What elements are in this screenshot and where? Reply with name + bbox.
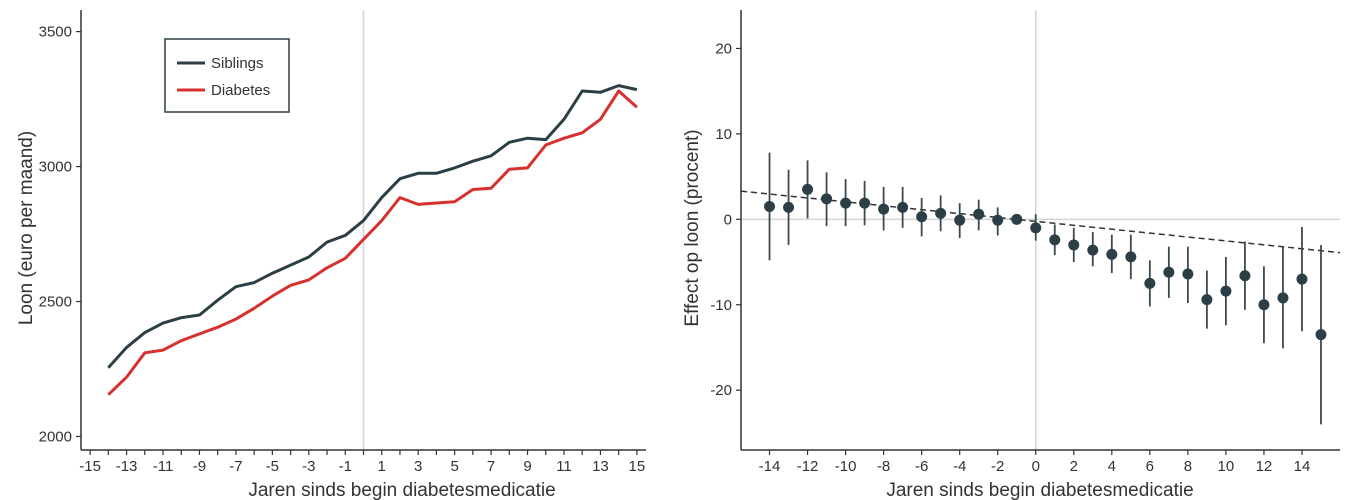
x-tick-label: -13 <box>116 458 138 475</box>
x-axis-ticks: -14 -12 -10 -8 -6 -4 -2 0 2 4 6 8 10 12 14 <box>759 450 1311 475</box>
y-tick-label: 0 <box>724 211 732 228</box>
series-line-diabetes <box>107 89 638 396</box>
x-tick-label: 4 <box>1108 458 1116 475</box>
x-tick-label: -10 <box>835 458 857 475</box>
point-estimate <box>1315 329 1327 341</box>
x-axis-ticks: -15 -13 -11 -9 -7 -5 -3 -1 1 3 5 7 9 11 13 15 <box>79 450 645 475</box>
x-tick-label: -5 <box>266 458 279 475</box>
point-estimate <box>1277 292 1289 304</box>
y-tick-label: 3500 <box>39 24 72 41</box>
point-estimate <box>935 207 947 219</box>
y-tick-label: 10 <box>715 126 732 143</box>
point-estimate <box>1087 244 1099 256</box>
point-estimate <box>1239 270 1251 282</box>
y-tick-label: 2000 <box>39 429 72 446</box>
point-estimate <box>1163 266 1175 278</box>
point-estimate <box>859 197 871 209</box>
point-estimate <box>878 203 890 215</box>
legend: Siblings Diabetes <box>164 38 290 113</box>
point-estimate <box>840 197 852 209</box>
point-estimate <box>992 214 1004 226</box>
y-tick-label: 2500 <box>39 294 72 311</box>
x-axis-label: Jaren sinds begin diabetesmedicatie <box>248 480 555 500</box>
y-tick-label: 3000 <box>39 159 72 176</box>
x-tick-label: 9 <box>523 458 531 475</box>
point-estimate <box>1144 277 1156 289</box>
x-tick-label: -2 <box>991 458 1004 475</box>
x-tick-label: 1 <box>378 458 386 475</box>
point-estimate <box>764 201 776 213</box>
series-line-siblings <box>107 84 638 369</box>
x-axis-label: Jaren sinds begin diabetesmedicatie <box>886 480 1193 500</box>
point-estimate <box>1011 213 1023 225</box>
y-axis-label: Loon (euro per maand) <box>16 131 37 325</box>
point-estimate <box>1068 239 1080 251</box>
point-estimates-group <box>764 152 1327 425</box>
x-tick-label: 11 <box>556 458 572 475</box>
point-estimate <box>783 201 795 213</box>
point-estimate <box>1201 294 1213 306</box>
legend-box <box>164 38 290 113</box>
point-estimate <box>1220 285 1232 297</box>
x-tick-label: -9 <box>193 458 206 475</box>
x-tick-label: -3 <box>302 458 315 475</box>
point-estimate <box>1106 248 1118 260</box>
point-estimate <box>916 211 928 223</box>
x-tick-label: 5 <box>450 458 458 475</box>
x-tick-label: -11 <box>153 458 174 475</box>
x-tick-label: 2 <box>1070 458 1078 475</box>
y-tick-label: -20 <box>710 382 732 399</box>
x-tick-label: -1 <box>339 458 352 475</box>
legend-label-siblings: Siblings <box>211 55 264 72</box>
x-tick-label: 14 <box>1294 458 1311 475</box>
y-axis-ticks: 2000 2500 3000 3500 <box>39 24 81 446</box>
x-tick-label: 10 <box>1218 458 1235 475</box>
x-tick-label: -4 <box>953 458 966 475</box>
x-tick-label: 7 <box>487 458 495 475</box>
x-tick-label: -7 <box>229 458 242 475</box>
x-tick-label: 12 <box>1256 458 1273 475</box>
line-series-group <box>107 84 638 396</box>
legend-label-diabetes: Diabetes <box>211 82 270 99</box>
point-estimate <box>1296 273 1308 285</box>
point-estimate <box>973 208 985 220</box>
y-tick-label: -10 <box>710 297 732 314</box>
x-tick-label: 0 <box>1032 458 1040 475</box>
point-estimate <box>1125 251 1137 263</box>
y-axis-ticks: -20 -10 0 10 20 <box>710 40 741 399</box>
point-estimate <box>954 214 966 226</box>
x-tick-label: 8 <box>1184 458 1192 475</box>
x-tick-label: -14 <box>759 458 781 475</box>
x-tick-label: 3 <box>414 458 422 475</box>
point-estimate <box>802 183 814 195</box>
x-tick-label: -8 <box>877 458 890 475</box>
point-estimate <box>897 201 909 213</box>
y-axis-label: Effect op loon (procent) <box>682 129 703 326</box>
x-tick-label: -15 <box>79 458 101 475</box>
x-tick-label: -6 <box>915 458 928 475</box>
point-estimate <box>1258 299 1270 311</box>
x-tick-label: 15 <box>629 458 646 475</box>
x-tick-label: 13 <box>592 458 609 475</box>
y-tick-label: 20 <box>715 40 732 57</box>
point-estimate <box>821 193 833 205</box>
x-tick-label: -12 <box>797 458 819 475</box>
x-tick-label: 6 <box>1146 458 1154 475</box>
point-estimate <box>1049 234 1061 246</box>
point-estimate <box>1030 222 1042 234</box>
point-estimate <box>1182 268 1194 280</box>
